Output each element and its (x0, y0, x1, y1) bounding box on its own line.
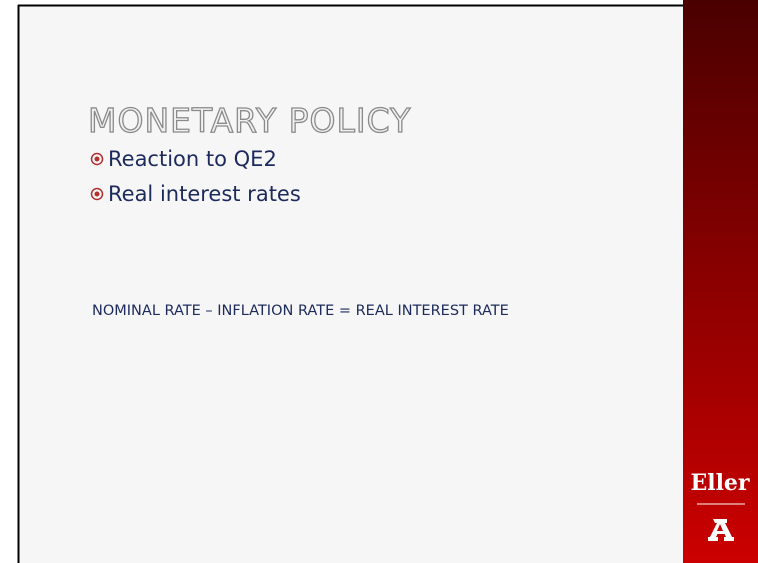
logo-shape (708, 519, 734, 541)
bullet-icon-dot (94, 156, 100, 162)
logo-text: Eller (690, 470, 749, 496)
slide-title: MONETARY POLICY (88, 101, 411, 140)
bullet-icon (90, 187, 104, 201)
formula: NOMINAL RATE – INFLATION RATE = REAL INT… (92, 303, 509, 319)
bullet-list: Reaction to QE2 Real interest rates (90, 147, 301, 206)
logo-mark (708, 519, 734, 541)
slide-background (18, 5, 683, 563)
bullet-icon-dot (94, 191, 100, 197)
bullet-icon (90, 152, 104, 166)
side-bar (683, 0, 758, 563)
bullet-text: Real interest rates (108, 182, 301, 206)
bullet-text: Reaction to QE2 (108, 147, 277, 171)
